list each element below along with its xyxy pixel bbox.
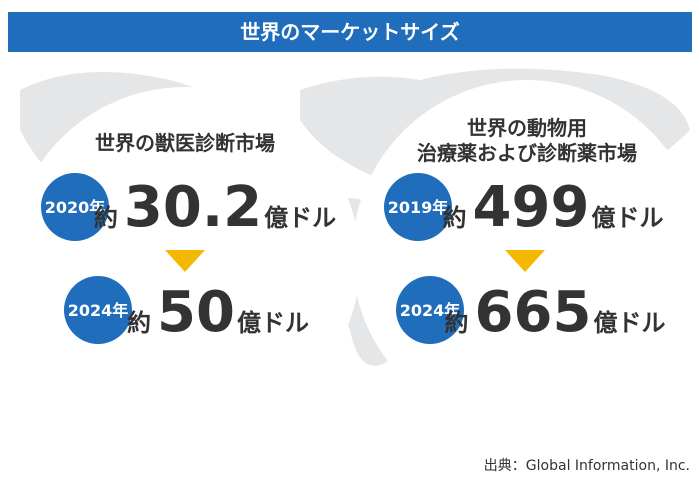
value-unit: 億ドル: [593, 309, 665, 337]
header-title: 世界のマーケットサイズ: [240, 20, 459, 44]
value-line: 約 499億ドル: [443, 175, 664, 240]
value-prefix: 約: [94, 204, 118, 232]
year-label: 2024年: [68, 301, 129, 320]
year-label: 2019年: [388, 198, 449, 217]
arrow-down: [165, 250, 205, 272]
value-number: 665: [475, 280, 592, 345]
value-prefix: 約: [445, 309, 469, 337]
panel-title: 世界の動物用: [467, 116, 587, 140]
value-number: 30.2: [124, 175, 262, 240]
value-number: 50: [157, 280, 235, 345]
source: 出典：Global Information, Inc.: [484, 458, 690, 474]
value-unit: 億ドル: [264, 204, 336, 232]
value-unit: 億ドル: [591, 204, 663, 232]
value-number: 499: [473, 175, 590, 240]
year-badge: [41, 173, 109, 241]
value-unit: 億ドル: [237, 309, 309, 337]
year-badge: [396, 276, 464, 344]
value-prefix: 約: [443, 204, 467, 232]
value-line: 約 665億ドル: [445, 280, 666, 345]
value-line: 約 50億ドル: [127, 280, 309, 345]
panel-title: 世界の獣医診断市場: [95, 131, 275, 155]
year-label: 2024年: [400, 301, 461, 320]
value-line: 約 30.2億ドル: [94, 175, 336, 240]
arrow-down: [505, 250, 545, 272]
year-label: 2020年: [45, 198, 106, 217]
value-prefix: 約: [127, 309, 151, 337]
year-badge: [384, 173, 452, 241]
year-badge: [64, 276, 132, 344]
header-bar: [8, 12, 692, 52]
panel-title: 治療薬および診断薬市場: [417, 141, 637, 165]
